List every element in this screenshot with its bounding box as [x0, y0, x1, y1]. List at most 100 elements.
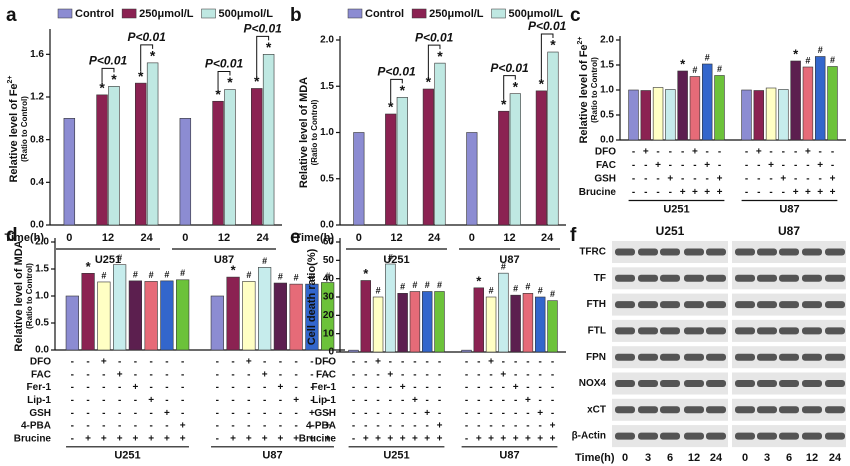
blot-band: [615, 380, 635, 387]
bar: [652, 87, 664, 141]
bar: [461, 349, 472, 353]
condition-sign: -: [477, 395, 480, 406]
condition-sign: -: [149, 382, 152, 393]
condition-sign: +: [180, 421, 186, 432]
significance-mark: *: [227, 74, 233, 90]
condition-sign: -: [352, 421, 355, 432]
condition-label: Fer-1: [312, 382, 337, 393]
blot-band: [735, 274, 755, 282]
condition-sign: -: [134, 408, 137, 419]
condition-sign: -: [718, 160, 721, 171]
time-label: 12: [688, 452, 700, 464]
condition-sign: -: [118, 421, 121, 432]
blot-row-label: β-Actin: [572, 431, 606, 442]
condition-sign: -: [551, 369, 554, 380]
bar: [134, 82, 147, 226]
bar: [97, 281, 111, 351]
condition-sign: -: [364, 357, 367, 368]
condition-sign: -: [389, 421, 392, 432]
condition-label: DFO: [315, 357, 336, 368]
condition-sign: -: [294, 382, 297, 393]
significance-mark: #: [309, 272, 314, 282]
condition-sign: +: [655, 160, 661, 171]
blot-band: [825, 432, 845, 440]
panel-letter: f: [570, 225, 577, 246]
condition-sign: -: [279, 408, 282, 419]
blot-band: [802, 274, 822, 282]
y-axis-label: Relative level of Fe2+: [7, 75, 20, 182]
condition-sign: +: [704, 160, 710, 171]
condition-sign: -: [794, 147, 797, 158]
condition-sign: -: [465, 369, 468, 380]
condition-sign: +: [513, 382, 519, 393]
blot-band: [825, 327, 845, 335]
legend-swatch: [57, 8, 73, 19]
condition-sign: -: [389, 382, 392, 393]
condition-sign: +: [437, 433, 443, 444]
significance-mark: #: [425, 280, 430, 290]
condition-sign: -: [745, 174, 748, 185]
y-axis-label-sup: 2+: [577, 36, 584, 44]
condition-sign: -: [632, 187, 635, 198]
blot-band: [757, 406, 777, 414]
condition-sign: +: [817, 187, 823, 198]
blot-band: [706, 406, 726, 414]
condition-sign: -: [465, 408, 468, 419]
y-tick-label: 50: [323, 255, 335, 266]
significance-mark: #: [818, 45, 823, 55]
bar: [224, 89, 236, 226]
group-label: U251: [383, 254, 409, 266]
condition-sign: -: [364, 382, 367, 393]
bar: [348, 349, 359, 353]
condition-sign: -: [745, 160, 748, 171]
condition-sign: -: [71, 395, 74, 406]
panel-letter: e: [290, 227, 301, 248]
condition-sign: -: [757, 160, 760, 171]
condition-sign: -: [86, 395, 89, 406]
group-label: U251: [95, 254, 121, 266]
condition-sign: -: [782, 160, 785, 171]
significance-mark: *: [215, 86, 221, 102]
blot-band: [638, 432, 658, 440]
condition-label: FAC: [31, 369, 51, 380]
blot-band: [684, 301, 704, 309]
bar: [242, 281, 256, 351]
condition-sign: -: [118, 382, 121, 393]
condition-sign: +: [293, 395, 299, 406]
significance-mark: #: [705, 52, 710, 62]
bar: [212, 100, 224, 226]
condition-sign: -: [165, 357, 168, 368]
blot-band: [684, 274, 704, 282]
condition-sign: -: [216, 421, 219, 432]
condition-sign: -: [364, 408, 367, 419]
condition-sign: -: [263, 395, 266, 406]
condition-sign: +: [437, 421, 443, 432]
condition-sign: -: [693, 160, 696, 171]
blot-band: [779, 406, 799, 414]
time-label: 24: [829, 452, 842, 464]
y-axis-label: Relative level of MDA: [13, 240, 25, 351]
bar: [108, 86, 120, 226]
condition-sign: +: [148, 433, 154, 444]
condition-sign: +: [805, 187, 811, 198]
x-tick-label: 24: [141, 232, 154, 244]
blot-band: [825, 248, 845, 256]
x-tick-label: 12: [390, 232, 402, 244]
x-tick-label: 0: [356, 232, 362, 244]
condition-sign: -: [216, 395, 219, 406]
condition-sign: -: [376, 369, 379, 380]
condition-sign: +: [525, 395, 531, 406]
condition-sign: +: [85, 433, 91, 444]
condition-sign: -: [216, 357, 219, 368]
condition-sign: -: [102, 382, 105, 393]
blot-band: [615, 406, 635, 414]
condition-sign: -: [86, 421, 89, 432]
blot-band: [825, 380, 845, 387]
condition-sign: -: [769, 174, 772, 185]
condition-sign: -: [644, 174, 647, 185]
condition-sign: -: [376, 382, 379, 393]
condition-sign: +: [692, 147, 698, 158]
blot-band: [706, 248, 726, 256]
condition-sign: -: [263, 357, 266, 368]
y-tick-label: 2.0: [600, 35, 614, 46]
